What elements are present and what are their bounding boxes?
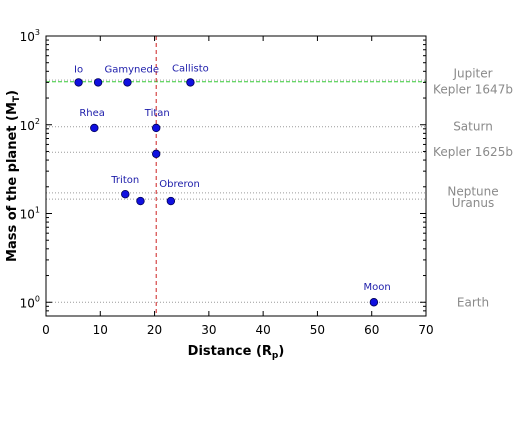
point-rhea xyxy=(90,123,99,133)
y-tick-label-100: 102 xyxy=(20,117,40,133)
x-tick-label-40: 40 xyxy=(256,323,271,337)
y-axis-title: Mass of the planet (MT) xyxy=(5,90,22,262)
point-label-rhea: Rhea xyxy=(79,108,105,119)
axis-ticks: 0 10 20 30 40 50 60 70 100 101 102 103 xyxy=(20,28,434,337)
x-tick-label-20: 20 xyxy=(147,323,162,337)
point-unlabeled-6 xyxy=(151,149,161,159)
point-obreron xyxy=(166,196,176,206)
point-label-triton: Triton xyxy=(110,175,139,186)
point-label-titan: Titan xyxy=(144,108,170,119)
ref-label-kepler-1625b: Kepler 1625b xyxy=(433,145,513,159)
point-titan xyxy=(151,123,161,133)
point-label-io: Io xyxy=(74,64,83,75)
y-tick-label-10: 101 xyxy=(20,206,40,222)
point-label-callisto: Callisto xyxy=(172,63,209,74)
ref-label-jupiter: Jupiter xyxy=(452,66,492,80)
plot-frame xyxy=(45,35,427,317)
ref-label-saturn: Saturn xyxy=(453,120,493,134)
reference-labels: Jupiter Kepler 1647b Saturn Kepler 1625b Nep… xyxy=(433,66,513,309)
x-tick-label-30: 30 xyxy=(201,323,216,337)
ref-label-uranus: Uranus xyxy=(452,196,495,210)
point-gamynede xyxy=(123,78,132,87)
ref-label-neptune: Neptune xyxy=(447,184,498,198)
point-triton xyxy=(121,189,130,199)
data-points: Io Gamynede Callisto Rhea Titan Triton Obreron… xyxy=(74,63,391,307)
reference-lines xyxy=(46,79,426,303)
y-tick-label-1000: 103 xyxy=(20,28,40,44)
ref-label-earth: Earth xyxy=(457,295,489,309)
x-tick-label-70: 70 xyxy=(418,323,433,337)
point-label-obreron: Obreron xyxy=(159,179,200,190)
point-moon xyxy=(369,298,379,307)
ref-label-kepler-1647b: Kepler 1647b xyxy=(433,83,513,97)
point-callisto xyxy=(186,78,195,87)
y-tick-label-1: 100 xyxy=(20,294,40,310)
point-label-moon: Moon xyxy=(364,282,391,293)
x-tick-label-0: 0 xyxy=(42,323,50,337)
x-tick-label-50: 50 xyxy=(310,323,325,337)
x-tick-label-10: 10 xyxy=(93,323,108,337)
point-io xyxy=(74,78,83,87)
x-tick-label-60: 60 xyxy=(364,323,379,337)
point-label-gamynede: Gamynede xyxy=(105,64,160,75)
point-unlabeled-1 xyxy=(93,78,103,87)
x-axis-title: Distance (Rp) xyxy=(188,344,285,361)
point-unlabeled-8 xyxy=(136,196,145,206)
